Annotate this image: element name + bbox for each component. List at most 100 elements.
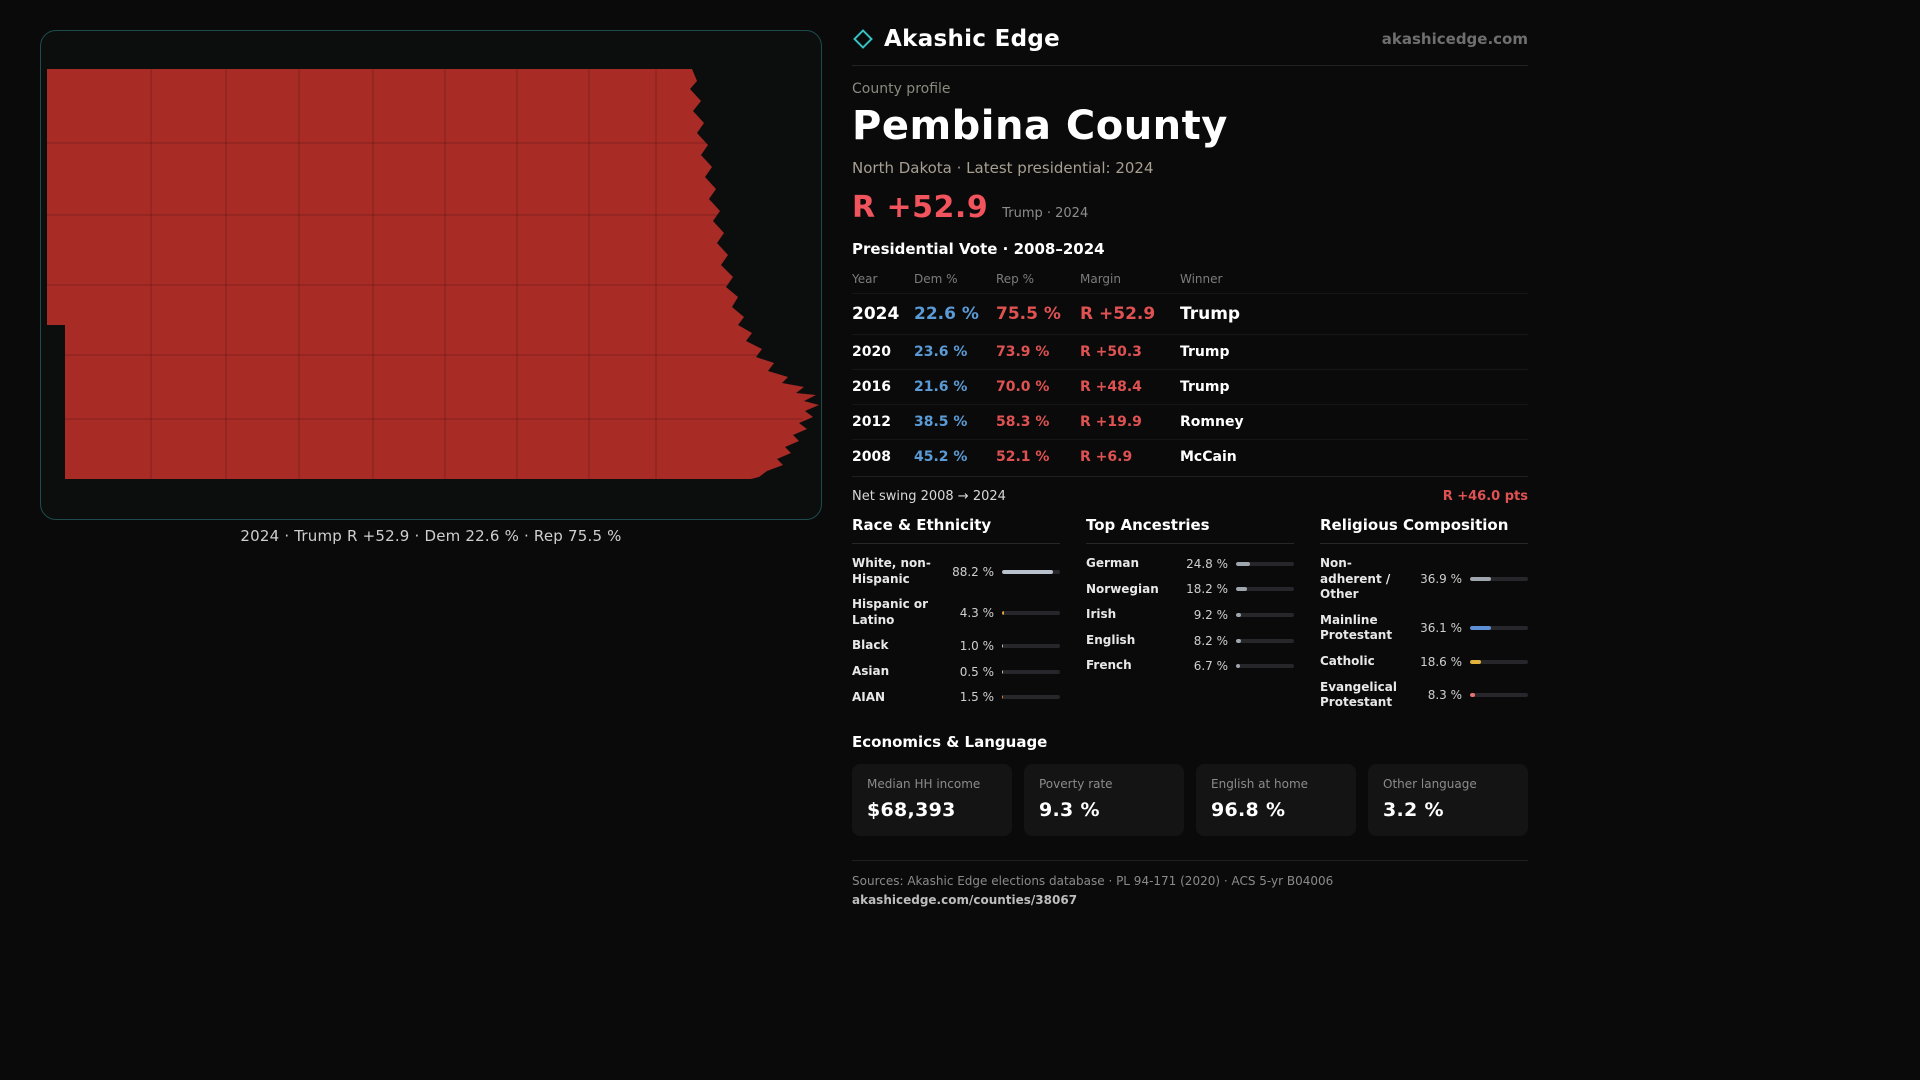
cell-year: 2024 xyxy=(852,304,900,324)
permalink[interactable]: akashicedge.com/counties/38067 xyxy=(852,892,1078,907)
vote-table: Year Dem % Rep % Margin Winner 2024 22.6 … xyxy=(852,266,1528,474)
stat-label: Evangelical Protestant xyxy=(1320,679,1397,710)
stat-bar xyxy=(1236,612,1294,617)
stat-bar xyxy=(1236,561,1294,566)
cell-rep: 58.3 % xyxy=(996,414,1050,430)
stat-bar xyxy=(1002,610,1060,615)
econ-cards: Median HH income $68,393 Poverty rate 9.3 %… xyxy=(852,763,1528,836)
econ-card-label: Poverty rate xyxy=(1039,776,1113,791)
stat-label: English xyxy=(1086,632,1136,647)
cell-rep: 73.9 % xyxy=(996,344,1050,360)
stat-bar-fill xyxy=(1236,587,1247,592)
north-dakota-map xyxy=(47,69,819,479)
sources-text: Sources: Akashic Edge elections database… xyxy=(852,873,1334,888)
stat-bar xyxy=(1470,626,1528,631)
vote-rows: 2024 22.6 % 75.5 % R +52.9 Trump 2020 23.6 % 73… xyxy=(852,293,1528,474)
ancestries-row: French 6.7 % xyxy=(1086,653,1294,679)
econ-card-value: $68,393 xyxy=(867,798,956,821)
econ-card-label: Other language xyxy=(1383,776,1477,791)
stat-bar-fill xyxy=(1236,561,1251,566)
stat-label: German xyxy=(1086,556,1140,570)
race-title: Race & Ethnicity xyxy=(852,516,1060,544)
county-profile-panel: Akashic Edge akashicedge.com County prof… xyxy=(852,26,1528,908)
stat-value: 8.2 % xyxy=(1193,633,1228,648)
cell-winner: Trump xyxy=(1180,344,1230,360)
stat-label: White, non-Hispanic xyxy=(852,556,931,586)
stat-value: 0.5 % xyxy=(959,664,994,679)
econ-card-value: 3.2 % xyxy=(1383,798,1444,821)
map-caption: 2024 · Trump R +52.9 · Dem 22.6 % · Rep … xyxy=(240,527,622,545)
race-column: Race & Ethnicity White, non-Hispanic 88.2… xyxy=(852,516,1060,716)
net-swing-row: Net swing 2008 → 2024 R +46.0 pts xyxy=(852,476,1528,504)
religion-row: Catholic 18.6 % xyxy=(1320,649,1528,675)
brand-name: Akashic Edge xyxy=(884,26,1061,52)
net-swing-label: Net swing 2008 → 2024 xyxy=(852,489,1006,504)
headline-margin: R +52.9 Trump · 2024 xyxy=(852,190,1528,225)
footer: Sources: Akashic Edge elections database… xyxy=(852,859,1528,908)
stat-bar-fill xyxy=(1470,659,1481,664)
ancestries-row: Irish 9.2 % xyxy=(1086,602,1294,628)
brand-header: Akashic Edge akashicedge.com xyxy=(852,26,1528,66)
col-margin: Margin xyxy=(1080,272,1121,286)
stat-bar-fill xyxy=(1002,569,1054,574)
ancestries-row: German 24.8 % xyxy=(1086,551,1294,577)
religion-column: Religious Composition Non-adherent / Oth… xyxy=(1320,516,1528,716)
cell-winner: McCain xyxy=(1180,449,1237,465)
cell-year: 2008 xyxy=(852,449,891,465)
stat-bar-fill xyxy=(1002,644,1003,649)
cell-rep: 75.5 % xyxy=(996,304,1061,324)
county-map-panel xyxy=(40,30,822,520)
stat-label: Black xyxy=(852,638,889,653)
stat-bar xyxy=(1236,638,1294,643)
cell-margin: R +19.9 xyxy=(1080,414,1142,430)
cell-dem: 21.6 % xyxy=(914,379,968,395)
county-borders xyxy=(47,69,803,479)
net-swing-value: R +46.0 pts xyxy=(1442,489,1528,504)
stat-value: 6.7 % xyxy=(1193,659,1228,674)
stat-bar xyxy=(1002,669,1060,674)
demographics-grid: Race & Ethnicity White, non-Hispanic 88.2… xyxy=(852,516,1528,716)
vote-table-title: Presidential Vote · 2008–2024 xyxy=(852,240,1105,258)
page-title: Pembina County xyxy=(852,103,1228,149)
race-row: Hispanic or Latino 4.3 % xyxy=(852,592,1060,633)
cell-winner: Trump xyxy=(1180,379,1230,395)
stat-label: Asian xyxy=(852,663,890,678)
ancestries-row: English 8.2 % xyxy=(1086,628,1294,654)
col-dem: Dem % xyxy=(914,272,958,286)
stat-value: 18.2 % xyxy=(1186,582,1228,597)
cell-dem: 22.6 % xyxy=(914,304,979,324)
stat-label: Non-adherent / Other xyxy=(1320,556,1391,602)
stat-bar xyxy=(1002,569,1060,574)
cell-dem: 38.5 % xyxy=(914,414,968,430)
stat-value: 9.2 % xyxy=(1193,607,1228,622)
stat-value: 36.9 % xyxy=(1420,572,1462,587)
vote-table-header: Year Dem % Rep % Margin Winner xyxy=(852,266,1528,293)
religion-row: Mainline Protestant 36.1 % xyxy=(1320,608,1528,649)
stat-bar-fill xyxy=(1002,669,1003,674)
econ-card-label: Median HH income xyxy=(867,776,981,791)
vote-row-2008: 2008 45.2 % 52.1 % R +6.9 McCain xyxy=(852,439,1528,474)
stat-bar xyxy=(1236,664,1294,669)
stat-value: 8.3 % xyxy=(1427,688,1462,703)
stat-label: AIAN xyxy=(852,689,886,704)
cell-margin: R +52.9 xyxy=(1080,304,1156,324)
state-shape xyxy=(47,69,819,479)
econ-card-value: 9.3 % xyxy=(1039,798,1100,821)
race-row: White, non-Hispanic 88.2 % xyxy=(852,551,1060,592)
vote-row-2016: 2016 21.6 % 70.0 % R +48.4 Trump xyxy=(852,369,1528,404)
econ-card: Poverty rate 9.3 % xyxy=(1024,763,1184,836)
race-row: Asian 0.5 % xyxy=(852,659,1060,685)
stat-bar xyxy=(1002,695,1060,700)
stat-bar xyxy=(1470,577,1528,582)
religion-row: Evangelical Protestant 8.3 % xyxy=(1320,675,1528,716)
cell-dem: 23.6 % xyxy=(914,344,968,360)
stat-bar-fill xyxy=(1236,664,1240,669)
race-row: AIAN 1.5 % xyxy=(852,685,1060,711)
cell-rep: 52.1 % xyxy=(996,449,1050,465)
brand-site-link[interactable]: akashicedge.com xyxy=(1381,30,1528,48)
economics-title: Economics & Language xyxy=(852,732,1048,751)
stat-bar-fill xyxy=(1236,638,1241,643)
county-subtitle: North Dakota · Latest presidential: 2024 xyxy=(852,159,1154,177)
race-row: Black 1.0 % xyxy=(852,633,1060,659)
stat-value: 36.1 % xyxy=(1420,621,1462,636)
